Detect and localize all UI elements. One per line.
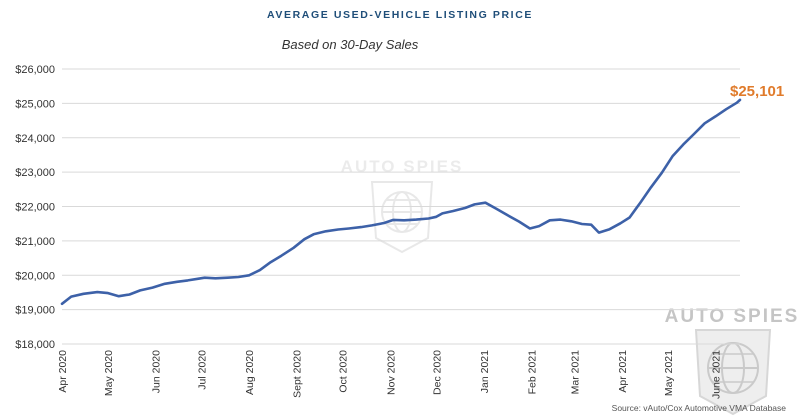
globe-logo-corner-icon: [696, 330, 770, 414]
y-tick-label: $22,000: [15, 202, 55, 214]
x-tick-label: Oct 2020: [338, 350, 350, 393]
x-tick-label: Aug 2020: [244, 350, 256, 395]
x-tick-label: June 2021: [710, 350, 722, 399]
x-tick-label: Jan 2021: [479, 350, 491, 393]
y-axis-ticks: $18,000 $19,000 $20,000 $21,000 $22,000 $23,0…: [15, 64, 55, 351]
end-value-label: $25,101: [730, 83, 784, 100]
y-tick-label: $20,000: [15, 270, 55, 282]
y-tick-label: $26,000: [15, 64, 55, 76]
series-line: [62, 100, 740, 304]
x-tick-label: Apr 2020: [57, 350, 69, 393]
x-tick-label: May 2021: [663, 350, 675, 396]
y-tick-label: $24,000: [15, 133, 55, 145]
x-tick-label: Jun 2020: [151, 350, 163, 393]
x-tick-label: Dec 2020: [431, 350, 443, 395]
y-tick-label: $21,000: [15, 236, 55, 248]
watermark-center-text: AUTO SPIES: [341, 157, 464, 176]
x-tick-label: May 2020: [103, 350, 115, 396]
x-tick-label: Apr 2021: [617, 350, 629, 393]
y-tick-label: $19,000: [15, 305, 55, 317]
y-tick-label: $25,000: [15, 98, 55, 110]
globe-logo-icon: [372, 182, 432, 252]
x-tick-label: Mar 2021: [569, 350, 581, 395]
source-note: Source: vAuto/Cox Automotive VMA Databas…: [612, 403, 786, 413]
series-layer: [62, 100, 740, 304]
y-tick-label: $23,000: [15, 167, 55, 179]
x-tick-label: Sept 2020: [292, 350, 304, 398]
x-tick-label: Jul 2020: [197, 350, 209, 390]
y-tick-label: $18,000: [15, 339, 55, 351]
watermark-center: AUTO SPIES: [341, 157, 464, 252]
line-chart: AUTO SPIES AUTO SPIES $18,000 $19,000 $20,…: [0, 0, 800, 416]
annotation-layer: $25,101: [730, 83, 784, 100]
x-tick-label: Nov 2020: [385, 350, 397, 395]
x-tick-label: Feb 2021: [526, 350, 538, 395]
x-axis-ticks: Apr 2020 May 2020 Jun 2020 Jul 2020 Aug 2020…: [57, 350, 722, 399]
watermark-corner: AUTO SPIES: [665, 306, 800, 414]
